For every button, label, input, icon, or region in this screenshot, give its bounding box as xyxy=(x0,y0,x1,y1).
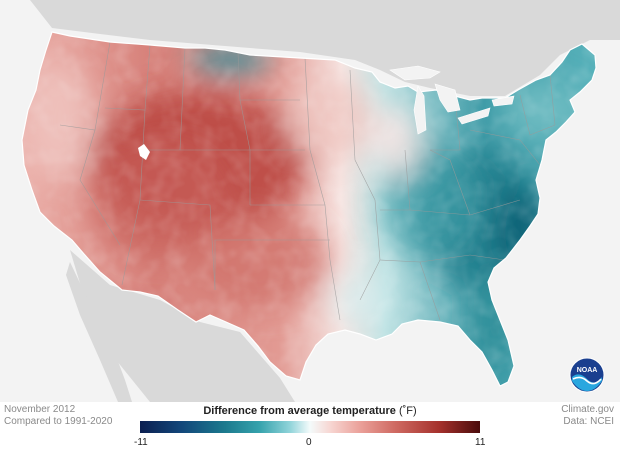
noaa-logo-text: NOAA xyxy=(577,367,598,374)
legend-tick-max: 11 xyxy=(475,437,486,448)
credit-label: Climate.gov xyxy=(561,404,614,415)
legend-title-text: Difference from average temperature xyxy=(203,405,396,417)
legend-units: (˚F) xyxy=(398,405,417,417)
great-salt-lake xyxy=(138,144,150,160)
legend-tick-min: -11 xyxy=(134,437,148,448)
legend-color-bar xyxy=(140,421,480,433)
canada-landmass xyxy=(0,0,620,96)
noaa-logo-icon: NOAA xyxy=(569,357,605,393)
legend-title: Difference from average temperature (˚F) xyxy=(0,405,620,417)
temperature-anomaly-map xyxy=(0,0,620,402)
baseline-label: Compared to 1991-2020 xyxy=(4,416,113,427)
data-source-label: Data: NCEI xyxy=(563,416,614,427)
legend-tick-zero: 0 xyxy=(306,437,312,448)
baja-peninsula xyxy=(66,262,132,402)
great-lakes xyxy=(389,65,515,135)
mexico-landmass xyxy=(70,250,295,402)
period-label: November 2012 xyxy=(4,404,76,415)
map-area: NOAA xyxy=(0,0,620,402)
footer: November 2012 Compared to 1991-2020 Clim… xyxy=(0,402,620,450)
